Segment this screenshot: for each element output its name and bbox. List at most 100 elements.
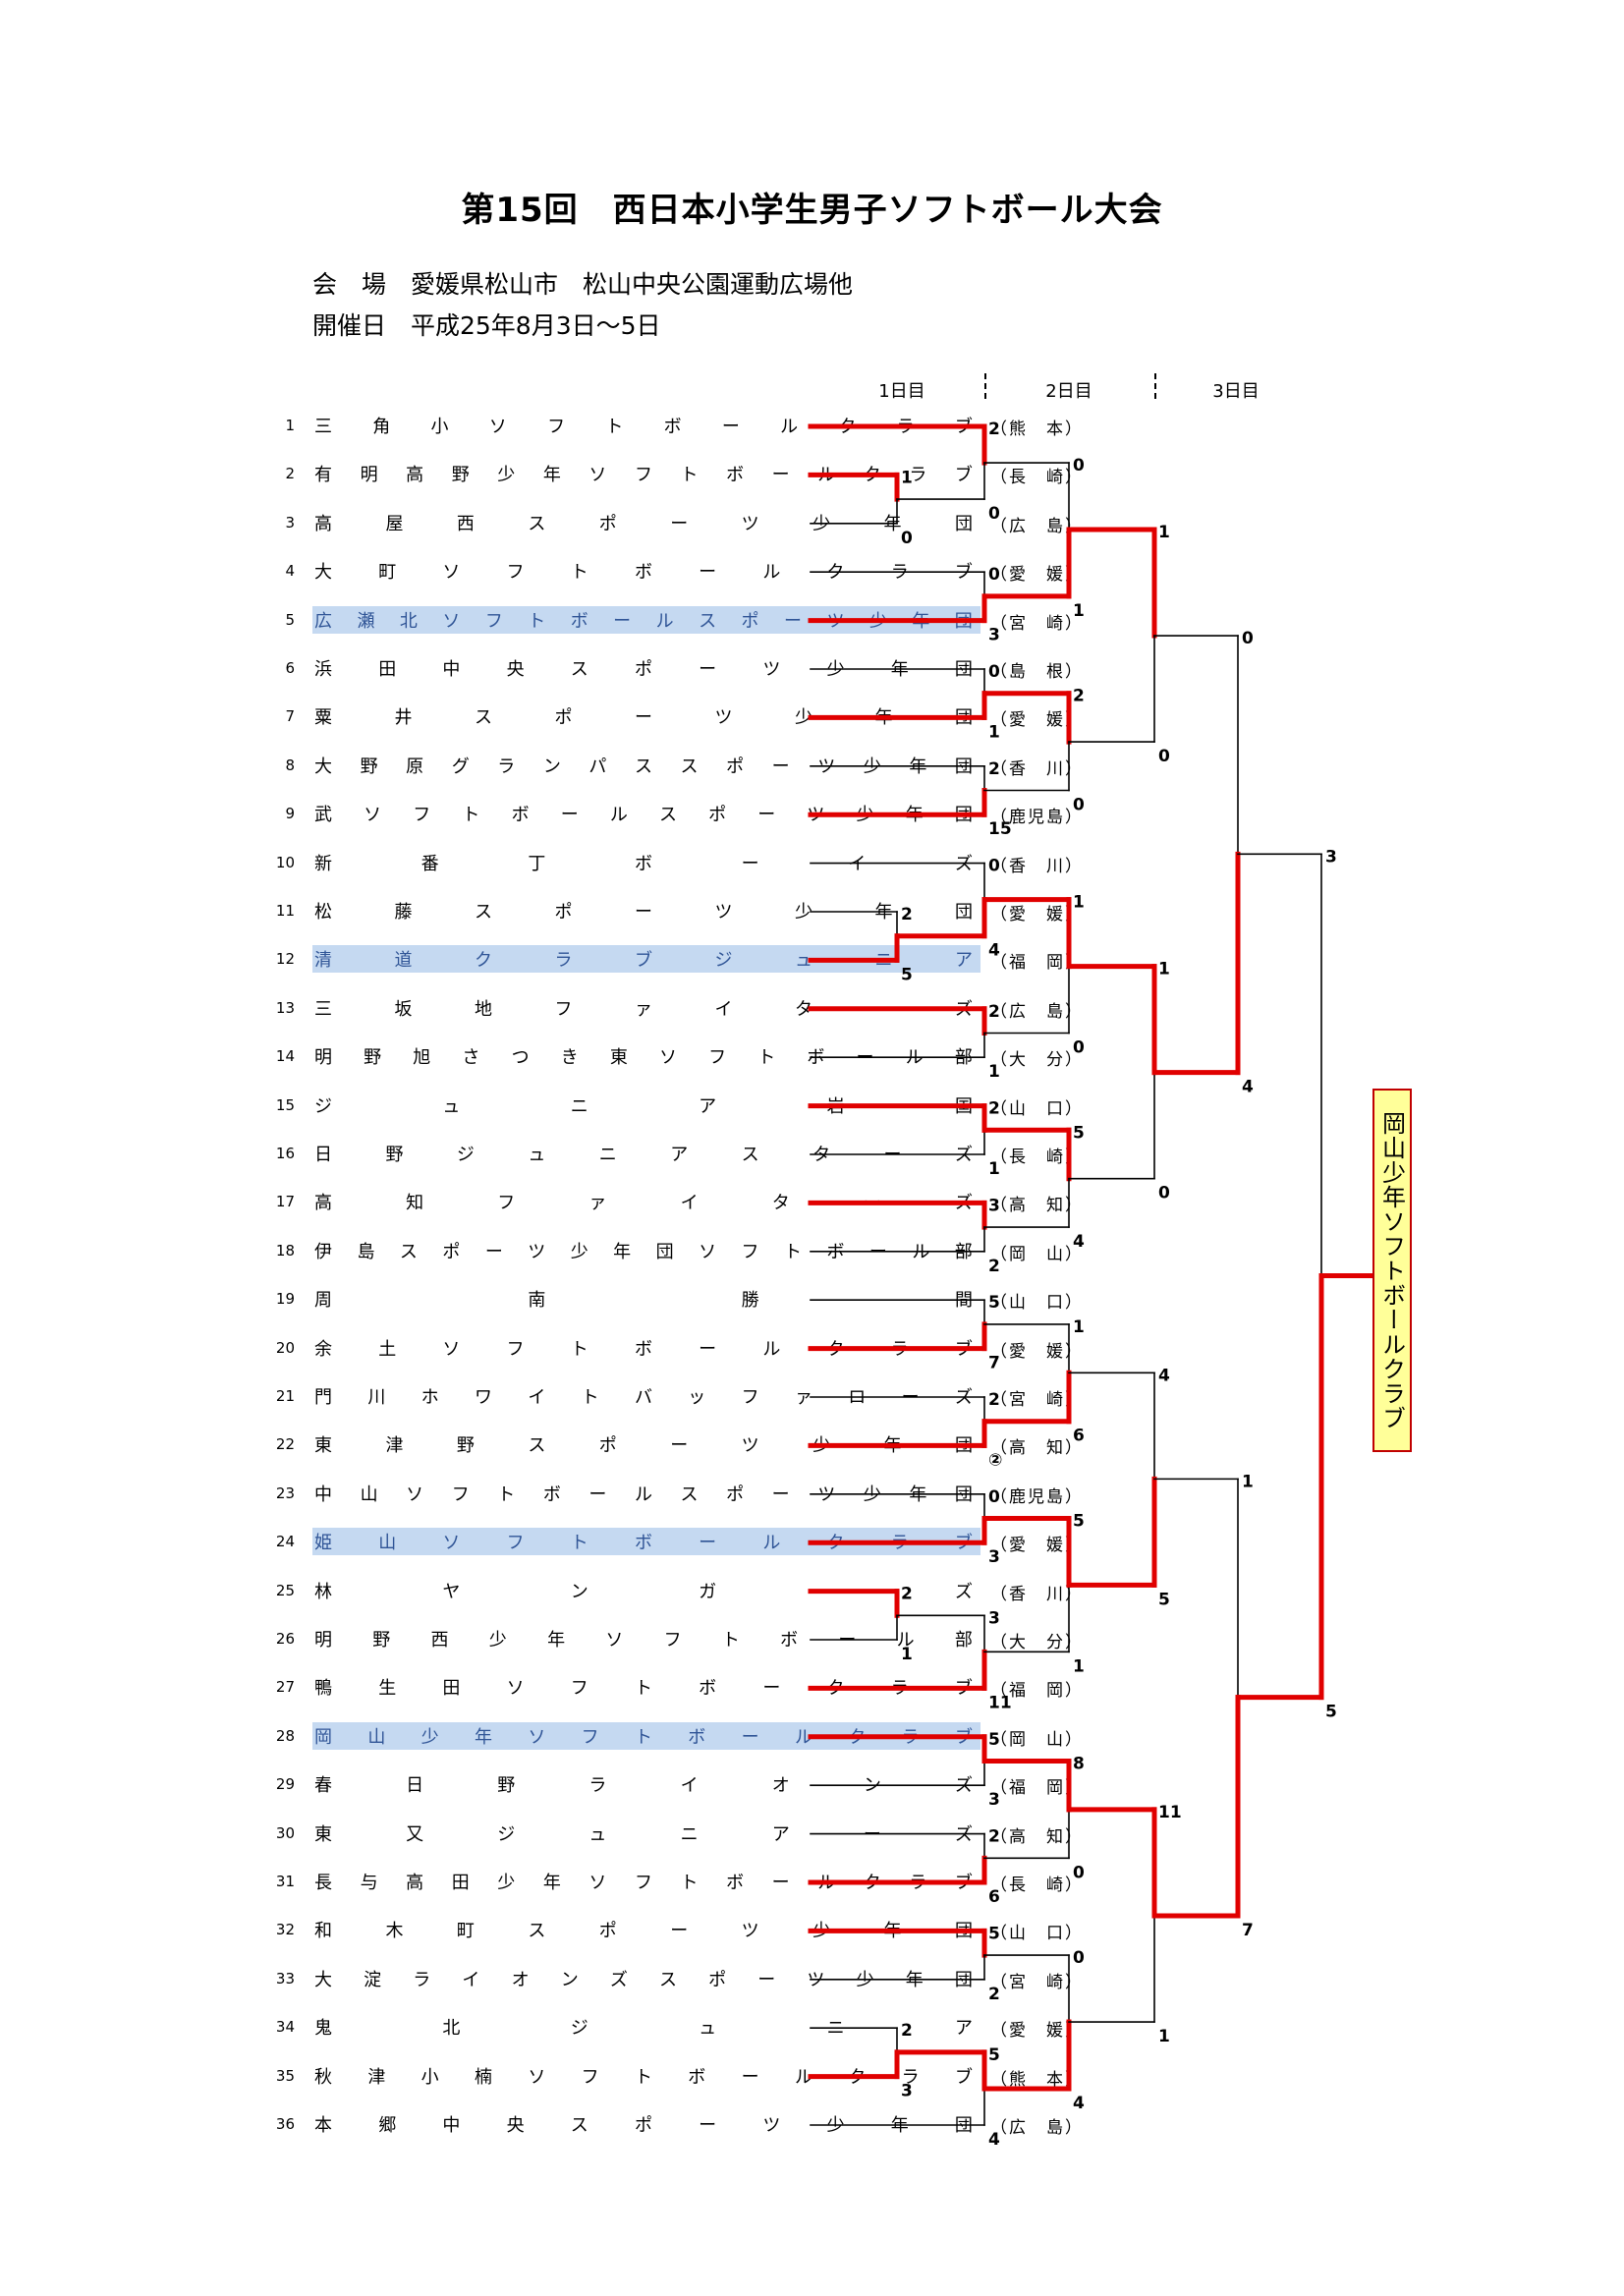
match-score: 5 bbox=[988, 1293, 1000, 1313]
team-prefecture: （大 分） bbox=[990, 1633, 1084, 1652]
match-score: 3 bbox=[988, 626, 1000, 645]
team-prefecture: （岡 山） bbox=[990, 1244, 1084, 1264]
team-name: 林ヤンガーズ bbox=[314, 1581, 973, 1602]
match-score: 2 bbox=[901, 2021, 913, 2041]
team-prefecture: （愛 媛） bbox=[990, 1341, 1084, 1362]
venue-line: 会 場 愛媛県松山市 松山中央公園運動広場他 bbox=[312, 270, 854, 299]
team-name: 大野原グランパススポーツ少年団 bbox=[314, 756, 973, 777]
team-prefecture: （高 知） bbox=[990, 1826, 1084, 1847]
team-number: 28 bbox=[275, 1726, 295, 1745]
team-number: 26 bbox=[275, 1630, 295, 1648]
team-name: 秋津小楠ソフトボールクラブ bbox=[314, 2066, 973, 2088]
team-name: 鴨生田ソフトボークラブ bbox=[314, 1678, 973, 1700]
team-prefecture: （鹿児島） bbox=[990, 808, 1084, 828]
match-score: 0 bbox=[1242, 629, 1254, 648]
match-score: 2 bbox=[988, 1390, 1000, 1410]
match-score: 1 bbox=[901, 468, 913, 487]
team-prefecture: （高 知） bbox=[990, 1196, 1084, 1216]
team-number: 32 bbox=[275, 1921, 295, 1939]
team-prefecture: （熊 本） bbox=[990, 420, 1084, 439]
match-score: 0 bbox=[1073, 456, 1085, 476]
match-score: 0 bbox=[1073, 796, 1085, 815]
team-prefecture: （宮 崎） bbox=[990, 1390, 1084, 1410]
match-score: 6 bbox=[1073, 1427, 1085, 1446]
match-score: 15 bbox=[988, 819, 1012, 839]
team-number: 10 bbox=[275, 853, 295, 871]
match-score: 1 bbox=[1158, 2027, 1170, 2046]
match-score: 8 bbox=[1073, 1755, 1085, 1774]
team-prefecture: （愛 媛） bbox=[990, 1536, 1084, 1556]
match-score: 3 bbox=[988, 1547, 1000, 1567]
team-number: 20 bbox=[275, 1338, 295, 1357]
team-number: 1 bbox=[285, 417, 295, 434]
team-number: 23 bbox=[275, 1484, 295, 1502]
match-score: 1 bbox=[1073, 893, 1085, 913]
team-number: 7 bbox=[285, 707, 295, 726]
match-score: 4 bbox=[1073, 2094, 1085, 2113]
team-prefecture: （山 口） bbox=[990, 1293, 1084, 1314]
team-number: 4 bbox=[285, 562, 295, 581]
team-name: 松藤スポーツ少年団 bbox=[314, 902, 973, 923]
team-number: 12 bbox=[275, 950, 295, 969]
team-prefecture: （香 川） bbox=[990, 1584, 1084, 1604]
team-name: ジュニア岩国 bbox=[314, 1095, 973, 1117]
match-score: 7 bbox=[988, 1354, 1000, 1373]
match-score: 2 bbox=[901, 905, 913, 924]
page-title: 第15回 西日本小学生男子ソフトボール大会 bbox=[461, 191, 1163, 230]
match-score: 2 bbox=[988, 759, 1000, 779]
team-prefecture: （熊 本） bbox=[990, 2069, 1084, 2090]
day-3-header: 3日目 bbox=[1212, 381, 1260, 402]
match-score: 1 bbox=[988, 1159, 1000, 1179]
match-score: 0 bbox=[988, 857, 1000, 876]
day-separator bbox=[984, 373, 986, 399]
team-number: 35 bbox=[275, 2066, 295, 2085]
match-score: 2 bbox=[1073, 687, 1085, 706]
match-score: 3 bbox=[988, 1608, 1000, 1628]
team-number: 31 bbox=[275, 1873, 295, 1890]
team-number: 27 bbox=[275, 1678, 295, 1697]
team-name: 新番丁ボーイズ bbox=[314, 853, 973, 874]
team-number: 17 bbox=[275, 1193, 295, 1211]
team-prefecture: （山 口） bbox=[990, 1098, 1084, 1119]
match-score: 0 bbox=[1073, 1863, 1085, 1882]
match-score: 2 bbox=[988, 1257, 1000, 1276]
match-score: 4 bbox=[1158, 1366, 1170, 1385]
team-name: 和木町スポーツ少年団 bbox=[314, 1921, 973, 1942]
day-separator bbox=[1154, 373, 1156, 399]
team-prefecture: （香 川） bbox=[990, 856, 1084, 876]
team-prefecture: （福 岡） bbox=[990, 1681, 1084, 1702]
team-number: 18 bbox=[275, 1241, 295, 1260]
team-prefecture: （大 分） bbox=[990, 1050, 1084, 1071]
team-name: 明野西少年ソフトボール部 bbox=[314, 1630, 973, 1651]
team-number: 6 bbox=[285, 659, 295, 677]
team-name: 春日野ライオンズ bbox=[314, 1775, 973, 1797]
team-number: 29 bbox=[275, 1775, 295, 1794]
team-number: 13 bbox=[275, 998, 295, 1017]
match-score: 1 bbox=[1158, 960, 1170, 980]
team-prefecture: （長 崎） bbox=[990, 1876, 1084, 1895]
match-score: 1 bbox=[988, 1062, 1000, 1082]
match-score: 3 bbox=[988, 1196, 1000, 1215]
team-name: 三角小ソフトボールクラブ bbox=[314, 417, 973, 437]
match-score: 1 bbox=[1242, 1472, 1254, 1491]
team-prefecture: （広 島） bbox=[990, 1001, 1084, 1022]
match-score: 5 bbox=[988, 1924, 1000, 1943]
match-score: 0 bbox=[901, 529, 913, 548]
team-prefecture: （長 崎） bbox=[990, 1148, 1084, 1167]
match-score: 2 bbox=[901, 1585, 913, 1604]
team-prefecture: （愛 媛） bbox=[990, 565, 1084, 586]
day-1-header: 1日目 bbox=[878, 381, 925, 402]
team-number: 25 bbox=[275, 1581, 295, 1599]
team-prefecture: （宮 崎） bbox=[990, 1972, 1084, 1992]
team-name: 有明高野少年ソフトボールクラブ bbox=[314, 465, 973, 486]
match-score: 11 bbox=[988, 1693, 1012, 1712]
champion-box: 岡山少年ソフトボールクラブ bbox=[1372, 1089, 1412, 1452]
day-2-header: 2日目 bbox=[1045, 381, 1092, 402]
match-score: 2 bbox=[988, 1827, 1000, 1847]
match-score: 6 bbox=[988, 1887, 1000, 1907]
team-prefecture: （鹿児島） bbox=[990, 1486, 1084, 1507]
team-number: 33 bbox=[275, 1969, 295, 1988]
team-number: 19 bbox=[275, 1290, 295, 1309]
match-score: 1 bbox=[1073, 601, 1085, 621]
